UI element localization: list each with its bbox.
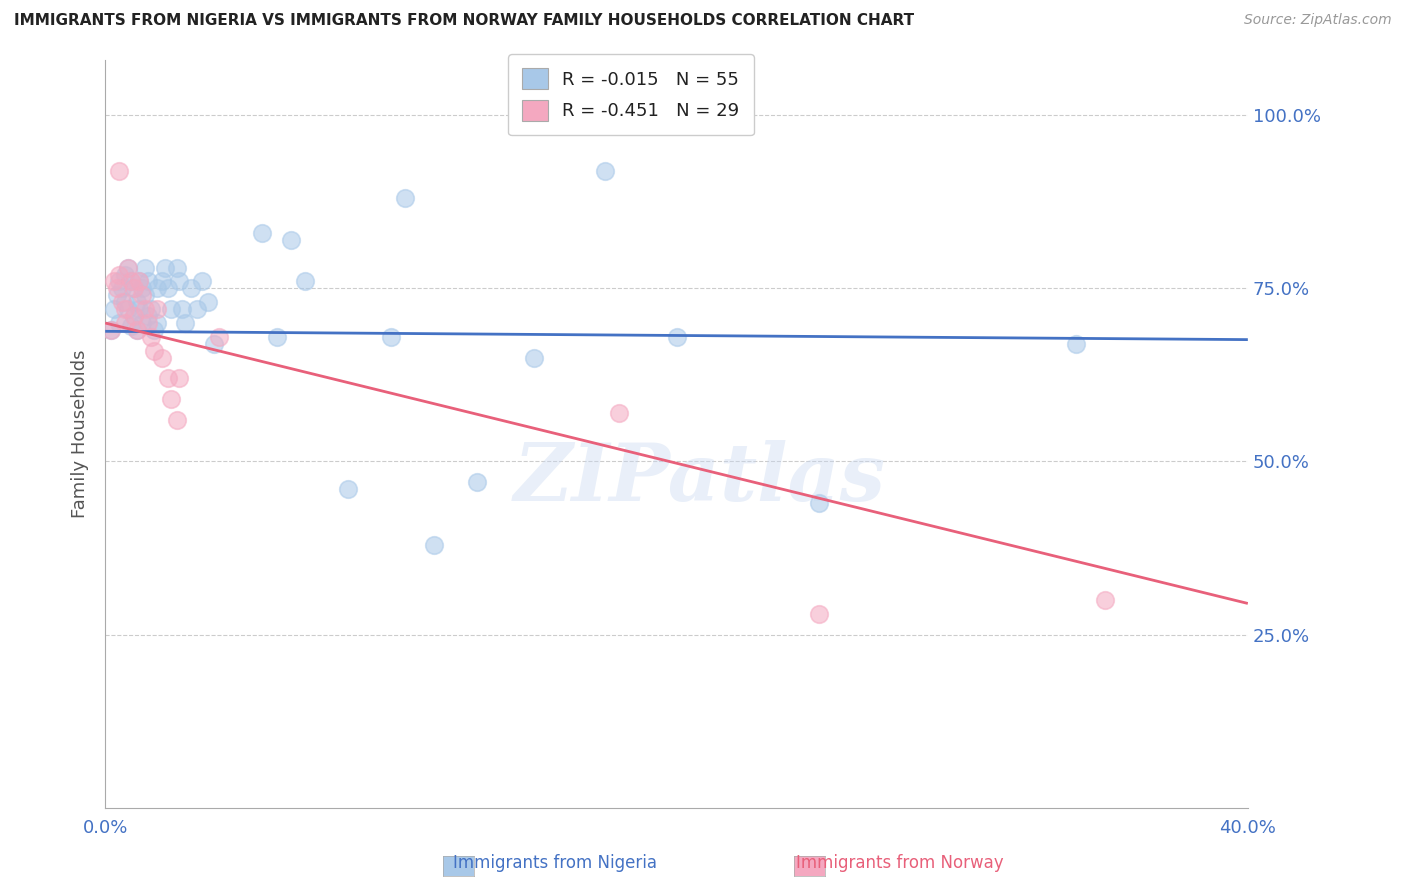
Point [153, 260, 176, 275]
Point [134, 288, 156, 302]
Point [145, 302, 167, 317]
Point [808, 496, 831, 510]
Point [111, 295, 134, 310]
Point [174, 316, 197, 330]
Point [609, 406, 631, 420]
Point [665, 330, 688, 344]
Point [136, 309, 159, 323]
Point [150, 275, 173, 289]
Point [280, 233, 302, 247]
Point [139, 302, 162, 317]
Point [100, 323, 122, 337]
Point [180, 281, 202, 295]
Point [134, 260, 156, 275]
Point [125, 295, 148, 310]
Point [134, 302, 156, 317]
Point [108, 316, 131, 330]
Text: IMMIGRANTS FROM NIGERIA VS IMMIGRANTS FROM NORWAY FAMILY HOUSEHOLDS CORRELATION : IMMIGRANTS FROM NIGERIA VS IMMIGRANTS FR… [14, 13, 914, 29]
Point [422, 538, 444, 552]
Point [114, 295, 136, 310]
Point [208, 330, 231, 344]
Point [120, 319, 142, 334]
Point [120, 275, 142, 289]
Text: ZIPatlas: ZIPatlas [513, 440, 886, 517]
Point [114, 268, 136, 282]
Point [108, 275, 131, 289]
Point [150, 351, 173, 365]
Point [103, 275, 125, 289]
Point [105, 288, 128, 302]
Point [103, 302, 125, 317]
Point [128, 275, 150, 289]
Point [114, 316, 136, 330]
Point [139, 330, 162, 344]
Point [131, 316, 153, 330]
Point [191, 275, 214, 289]
Legend: R = -0.015   N = 55, R = -0.451   N = 29: R = -0.015 N = 55, R = -0.451 N = 29 [508, 54, 754, 136]
Point [160, 302, 183, 317]
Point [266, 330, 288, 344]
Point [122, 281, 145, 295]
Point [252, 226, 274, 240]
Point [117, 260, 139, 275]
Point [136, 275, 159, 289]
Point [394, 191, 416, 205]
Point [160, 392, 183, 407]
Point [1066, 336, 1088, 351]
Point [465, 475, 488, 490]
Point [157, 281, 180, 295]
Point [131, 288, 153, 302]
Point [169, 371, 191, 385]
Point [294, 275, 316, 289]
Point [122, 281, 145, 295]
Point [197, 295, 219, 310]
Point [337, 482, 360, 496]
Text: Source: ZipAtlas.com: Source: ZipAtlas.com [1244, 13, 1392, 28]
Point [108, 268, 131, 282]
Point [142, 323, 165, 337]
Point [114, 302, 136, 317]
Point [105, 281, 128, 295]
Point [125, 323, 148, 337]
Point [523, 351, 546, 365]
Point [131, 281, 153, 295]
Point [145, 281, 167, 295]
Point [136, 316, 159, 330]
Point [157, 371, 180, 385]
Point [593, 163, 616, 178]
Point [125, 323, 148, 337]
Point [122, 309, 145, 323]
Text: Immigrants from Nigeria: Immigrants from Nigeria [453, 855, 658, 872]
Point [111, 281, 134, 295]
Point [172, 302, 194, 317]
Point [117, 302, 139, 317]
Point [169, 275, 191, 289]
Point [122, 309, 145, 323]
Y-axis label: Family Households: Family Households [72, 350, 89, 518]
Point [108, 163, 131, 178]
Point [1094, 593, 1116, 607]
Point [380, 330, 402, 344]
Point [117, 260, 139, 275]
Point [128, 302, 150, 317]
Point [808, 607, 831, 621]
Point [166, 260, 188, 275]
Point [128, 275, 150, 289]
Point [100, 323, 122, 337]
Point [145, 316, 167, 330]
Text: Immigrants from Norway: Immigrants from Norway [796, 855, 1004, 872]
Point [120, 275, 142, 289]
Point [186, 302, 208, 317]
Point [202, 336, 225, 351]
Point [142, 343, 165, 358]
Point [166, 413, 188, 427]
